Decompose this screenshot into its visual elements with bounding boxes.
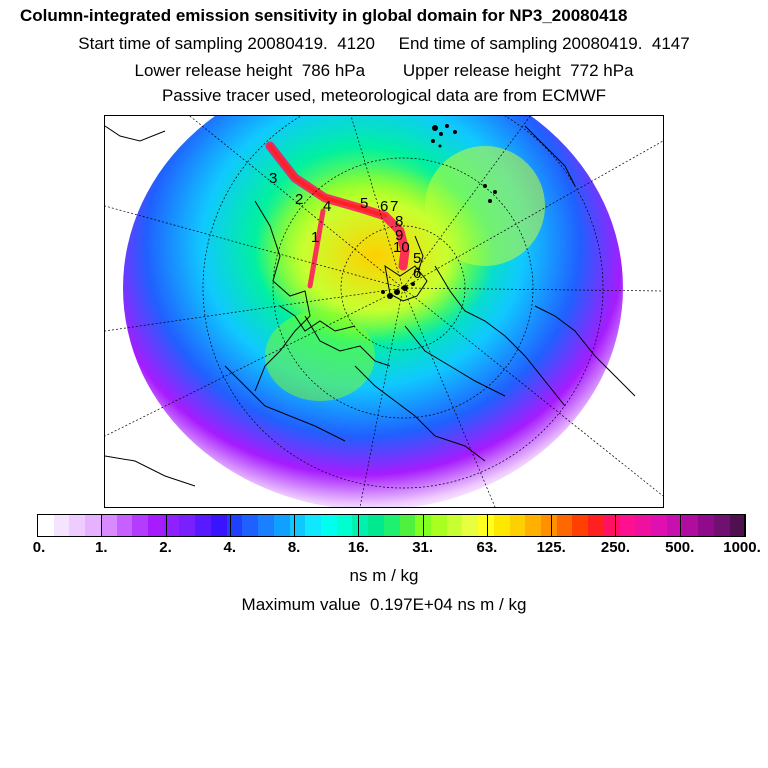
trajectory-label: 1 (311, 229, 319, 246)
release-height-line: Lower release height 786 hPa Upper relea… (134, 61, 634, 80)
colorbar-tick-label: 63. (476, 539, 498, 556)
colorbar (37, 514, 746, 537)
colorbar-tick-label: 1. (95, 539, 108, 556)
colorbar-tick-label: 0. (32, 539, 46, 556)
colorbar-swatch (462, 515, 479, 536)
trajectory-plume-branch (307, 208, 326, 289)
data-source-line: Passive tracer used, meteorological data… (161, 86, 607, 105)
colorbar-tick-label: 2. (159, 539, 172, 556)
colorbar-swatch (352, 515, 369, 536)
trajectory-label: 6 (413, 265, 421, 282)
trajectory-label: 4 (323, 198, 331, 215)
colorbar-tick-label: 125. (536, 539, 566, 556)
colorbar-tick-label: 1000. (723, 539, 761, 556)
colorbar-tick-label: 500. (665, 539, 695, 556)
colorbar-swatch (525, 515, 541, 536)
trajectory-label: 3 (269, 170, 277, 187)
colorbar-swatch (69, 515, 86, 536)
colorbar-tick-label: 4. (223, 539, 237, 556)
graticule (105, 116, 663, 507)
trajectory-label: 8 (395, 213, 403, 230)
colorbar-swatch (163, 515, 180, 536)
trajectory-label: 2 (295, 191, 303, 208)
colorbar-tick (744, 514, 745, 537)
colorbar-swatch (85, 515, 101, 536)
colorbar-swatch (651, 515, 667, 536)
colorbar-swatch (179, 515, 196, 536)
colorbar-tick (294, 514, 296, 537)
trajectory-label: 9 (395, 227, 403, 244)
colorbar-swatch (116, 515, 133, 536)
trajectory-label: 5 (413, 250, 421, 267)
colorbar-swatch (132, 515, 149, 536)
colorbar-tick-label: 250. (600, 539, 631, 556)
colorbar-swatch (698, 515, 714, 536)
colorbar-tick (229, 514, 231, 537)
trajectory-label: 10 (393, 239, 410, 256)
trajectory-label: 5 (360, 195, 368, 212)
colorbar-tick (422, 514, 424, 537)
coastlines (105, 125, 636, 487)
colorbar-swatch (729, 515, 746, 536)
colorbar-tick (101, 514, 103, 537)
map-canvas: 3 2 4 5 6 7 8 9 10 1 5 6 (105, 116, 663, 507)
colorbar-swatch (399, 515, 416, 536)
colorbar-swatch (195, 515, 211, 536)
colorbar-tick (615, 514, 617, 537)
sensitivity-core-south (265, 311, 375, 401)
colorbar-tick-label: 8. (287, 539, 301, 556)
colorbar-swatch (682, 515, 699, 536)
colorbar-tick (486, 514, 488, 537)
colorbar-tick (679, 514, 681, 537)
polar-map: 3 2 4 5 6 7 8 9 10 1 5 6 (104, 115, 664, 508)
colorbar-swatch (619, 515, 636, 536)
map-title: Column-integrated emission sensitivity i… (20, 6, 628, 25)
maximum-value-text: Maximum value 0.197E+04 ns m / kg (241, 595, 527, 614)
colorbar-swatch (666, 515, 683, 536)
colorbar-tick (165, 514, 167, 537)
colorbar-swatch (320, 515, 337, 536)
colorbar-tick (37, 514, 38, 537)
colorbar-swatch (210, 515, 227, 536)
colorbar-swatch (446, 515, 463, 536)
colorbar-swatch (53, 515, 70, 536)
colorbar-swatch (603, 515, 620, 536)
colorbar-swatch (493, 515, 510, 536)
colorbar-swatch (368, 515, 384, 536)
colorbar-swatch (305, 515, 321, 536)
colorbar-swatch (588, 515, 604, 536)
colorbar-swatch (289, 515, 306, 536)
colorbar-tick (551, 514, 553, 537)
colorbar-swatch (38, 515, 54, 536)
colorbar-unit: ns m / kg (349, 566, 419, 585)
colorbar-swatch (148, 515, 164, 536)
colorbar-swatch (713, 515, 730, 536)
colorbar-swatch (430, 515, 447, 536)
colorbar-swatch (478, 515, 494, 536)
colorbar-swatch (258, 515, 274, 536)
colorbar-swatch (572, 515, 589, 536)
colorbar-swatch (635, 515, 652, 536)
colorbar-swatch (273, 515, 290, 536)
colorbar-tick-label: 31. (412, 539, 434, 556)
sensitivity-core-east (425, 146, 545, 266)
trajectory-label: 6 (380, 198, 388, 215)
colorbar-tick (358, 514, 360, 537)
island-clusters (381, 124, 497, 299)
trajectory-labels: 3 2 4 5 6 7 8 9 10 1 5 6 (269, 170, 421, 282)
colorbar-swatch (242, 515, 259, 536)
colorbar-swatch (100, 515, 117, 536)
trajectory-plume-core (268, 144, 387, 218)
colorbar-swatch (509, 515, 526, 536)
colorbar-swatch (336, 515, 353, 536)
trajectory-label: 7 (390, 198, 398, 215)
sampling-time-line: Start time of sampling 20080419. 4120 En… (78, 34, 690, 53)
colorbar-tick-label: 16. (347, 539, 369, 556)
colorbar-swatch (383, 515, 400, 536)
colorbar-swatch (541, 515, 557, 536)
colorbar-swatch (556, 515, 573, 536)
